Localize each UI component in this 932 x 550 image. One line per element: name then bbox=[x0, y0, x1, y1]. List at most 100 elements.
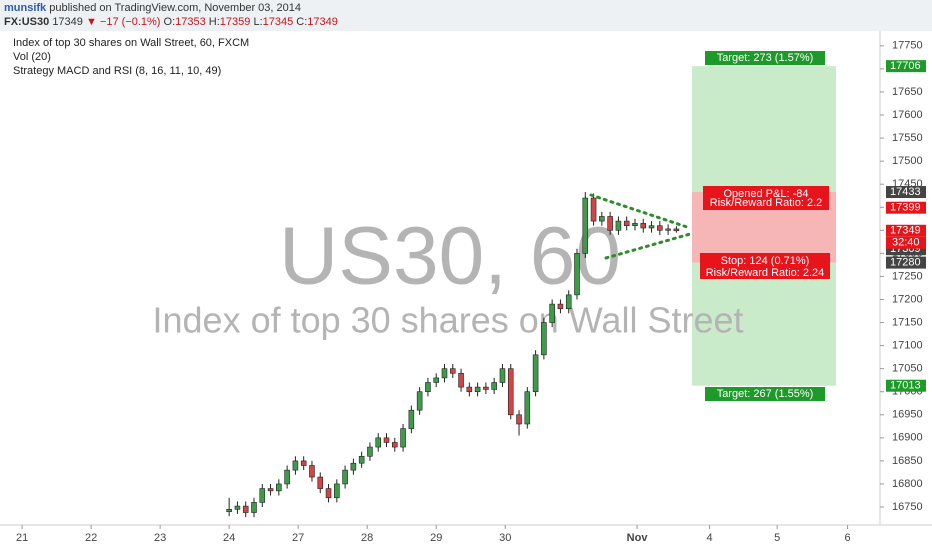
candle-body bbox=[532, 354, 539, 393]
x-tick-label: 29 bbox=[430, 532, 442, 544]
candle-body bbox=[325, 488, 332, 499]
candle-body bbox=[334, 483, 340, 499]
x-tick-label: Nov bbox=[627, 532, 649, 544]
candle-body bbox=[524, 391, 531, 425]
candle-body bbox=[259, 488, 266, 503]
symbol-line: FX:US30 17349 ▼ −17 (−0.1%) O:17353 H:17… bbox=[4, 16, 338, 28]
symbol: FX:US30 bbox=[4, 16, 50, 28]
candle-body bbox=[358, 455, 365, 464]
rr-label: Risk/Reward Ratio: 2.2 bbox=[710, 197, 823, 209]
candle-body bbox=[491, 382, 497, 390]
candle-body bbox=[632, 223, 638, 226]
candle-body bbox=[582, 197, 589, 254]
y-tick-label: 17100 bbox=[892, 340, 923, 352]
candle-body bbox=[599, 216, 605, 222]
legend-title: Index of top 30 shares on Wall Street, 6… bbox=[13, 37, 249, 49]
y-tick-label: 17150 bbox=[892, 316, 923, 328]
candle-body bbox=[242, 505, 249, 513]
ohlc-v: 17349 bbox=[307, 16, 338, 28]
ohlc-k: H: bbox=[208, 16, 220, 28]
y-tick-label: 17550 bbox=[892, 132, 923, 144]
triangle-line bbox=[589, 193, 692, 230]
label-box bbox=[700, 253, 830, 279]
candle-body bbox=[623, 220, 630, 226]
candle-body bbox=[648, 225, 655, 229]
candle-body bbox=[574, 253, 580, 296]
rr-label: Risk/Reward Ratio: 2.24 bbox=[706, 267, 825, 279]
price-tag bbox=[886, 379, 926, 392]
candle-body bbox=[416, 391, 423, 411]
candle-body bbox=[383, 437, 390, 443]
price-tag-label: 17280 bbox=[890, 256, 921, 268]
ohlc-k: L: bbox=[253, 16, 263, 28]
candle-body bbox=[615, 220, 622, 231]
candle-body bbox=[284, 469, 290, 485]
candle-body bbox=[226, 509, 232, 512]
y-tick-label: 16850 bbox=[892, 455, 923, 467]
y-tick-label: 16900 bbox=[892, 432, 923, 444]
candle-body bbox=[474, 386, 481, 393]
ohlc-v: 17345 bbox=[262, 16, 294, 28]
candle-body bbox=[483, 386, 489, 390]
y-tick-label: 17200 bbox=[892, 293, 923, 305]
triangle bbox=[589, 193, 692, 260]
y-tick-label: 17050 bbox=[892, 363, 923, 375]
x-tick-label: 23 bbox=[154, 532, 166, 544]
candle-body bbox=[516, 414, 522, 425]
candle-body bbox=[342, 469, 348, 485]
price-tag-label: 17706 bbox=[890, 60, 921, 72]
x-tick-label: 4 bbox=[706, 532, 712, 544]
label-box bbox=[703, 186, 829, 210]
candle-body bbox=[441, 368, 448, 379]
target-label: Target: 273 (1.57%) bbox=[717, 52, 814, 64]
ohlc-v: 17353 bbox=[175, 16, 206, 28]
user[interactable]: munsifk bbox=[4, 2, 47, 14]
x-tick-label: 6 bbox=[844, 532, 850, 544]
triangle-line bbox=[604, 232, 692, 260]
pl-label: Opened P&L: -84 bbox=[723, 188, 808, 200]
annotations: Target: 273 (1.57%) Opened P&L: -84 Risk… bbox=[700, 51, 830, 401]
countdown: 32:40 bbox=[892, 237, 920, 249]
ohlc-v: 17359 bbox=[219, 16, 251, 28]
candle-body bbox=[367, 446, 373, 457]
ohlc: O:17353 H:17359 L:17345 C:17349 bbox=[164, 16, 338, 28]
candle-body bbox=[276, 483, 282, 492]
candle-body bbox=[657, 225, 663, 231]
candle-body bbox=[557, 303, 564, 310]
published: published on TradingView.com, November 0… bbox=[49, 2, 301, 14]
candle-body bbox=[665, 228, 671, 231]
candle-body bbox=[433, 377, 439, 383]
stop-label: Stop: 124 (0.71%) bbox=[721, 255, 810, 267]
legend: Index of top 30 shares on Wall Street, 6… bbox=[13, 37, 249, 77]
watermark-subtitle: Index of top 30 shares on Wall Street bbox=[153, 300, 744, 341]
candle-body bbox=[590, 197, 597, 222]
label-box bbox=[705, 387, 825, 401]
candle-body bbox=[499, 368, 506, 383]
y-tick-label: 17600 bbox=[892, 109, 923, 121]
y-tick-label: 17500 bbox=[892, 155, 923, 167]
candle-body bbox=[317, 476, 324, 489]
change: ▼ −17 (−0.1%) bbox=[85, 16, 161, 28]
candle-body bbox=[408, 409, 415, 429]
x-tick-label: 21 bbox=[16, 532, 28, 544]
y-tick-label: 17250 bbox=[892, 270, 923, 282]
candle-body bbox=[400, 428, 406, 448]
price-tag bbox=[886, 224, 926, 237]
candle-body bbox=[449, 368, 456, 374]
candle-body bbox=[425, 382, 431, 393]
candle-body bbox=[267, 488, 274, 492]
countdown-tag bbox=[886, 236, 926, 249]
candle-body bbox=[507, 368, 514, 416]
y-tick-label: 16750 bbox=[892, 501, 923, 513]
candle-body bbox=[392, 442, 398, 448]
target-label: Target: 267 (1.55%) bbox=[717, 388, 814, 400]
candle-body bbox=[292, 460, 299, 471]
x-tick-label: 28 bbox=[361, 532, 373, 544]
ohlc-k: C: bbox=[296, 16, 308, 28]
candle-body bbox=[541, 322, 547, 356]
candle-body bbox=[673, 228, 680, 232]
x-tick-label: 24 bbox=[223, 532, 235, 544]
label-box bbox=[705, 51, 825, 65]
